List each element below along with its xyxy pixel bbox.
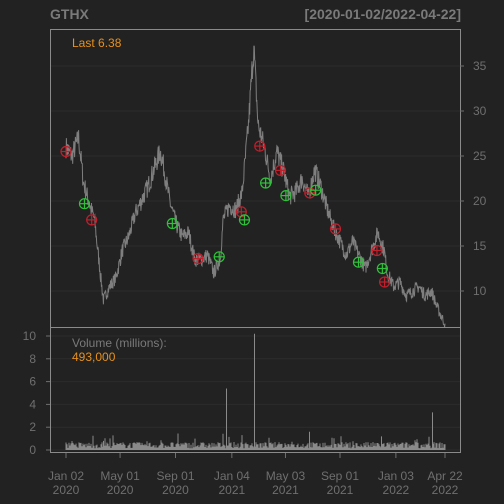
sell-marker (304, 187, 316, 199)
buy-marker (260, 177, 272, 189)
sell-marker (60, 145, 72, 158)
x-tick-label-month: Sep 01 (156, 469, 194, 483)
last-price-label: Last 6.38 (72, 36, 122, 50)
chart-title: GTHX (50, 6, 90, 22)
buy-marker (213, 251, 225, 263)
volume-tick-label: 8 (29, 352, 36, 366)
price-tick-label: 25 (473, 149, 487, 163)
x-tick-label-year: 2020 (162, 483, 189, 497)
volume-panel: 0 2 4 6 8 10 Volume (millions): 493,000 (23, 327, 461, 457)
sell-marker (379, 276, 391, 288)
buy-marker (376, 262, 388, 275)
volume-tick-label: 6 (29, 375, 36, 389)
price-grid (51, 65, 460, 292)
price-tick-label: 20 (473, 194, 487, 208)
volume-tick-label: 0 (29, 443, 36, 457)
x-tick-label-month: Apr 22 (427, 469, 463, 483)
x-tick-label-year: 2021 (272, 483, 299, 497)
sell-marker (329, 223, 342, 235)
price-axis: 10 15 20 25 30 35 (460, 59, 487, 298)
sell-marker (274, 164, 287, 176)
x-tick-label-month: Jan 03 (378, 469, 414, 483)
buy-marker (280, 190, 292, 202)
volume-label: Volume (millions): (72, 336, 167, 350)
volume-bars (65, 433, 446, 450)
x-tick-label-year: 2021 (218, 483, 245, 497)
volume-axis: 0 2 4 6 8 10 (23, 329, 50, 457)
volume-value: 493,000 (72, 350, 116, 364)
price-tick-label: 15 (473, 239, 487, 253)
price-series (65, 45, 446, 328)
price-tick-label: 30 (473, 104, 487, 118)
date-range-label: [2020-01-02/2022-04-22] (305, 6, 461, 22)
x-tick-label-month: May 01 (100, 469, 140, 483)
x-tick-label-year: 2022 (432, 483, 459, 497)
x-tick-label-year: 2020 (53, 483, 80, 497)
volume-tick-label: 10 (23, 329, 37, 343)
buy-marker (78, 198, 91, 210)
volume-tick-label: 2 (29, 420, 36, 434)
price-line (65, 45, 446, 328)
sell-marker (192, 253, 204, 265)
sell-marker (371, 244, 383, 257)
x-tick-label-year: 2022 (383, 483, 410, 497)
trade-markers (60, 140, 391, 288)
price-panel: 10 15 20 25 30 35 Last 6.38 (50, 29, 487, 328)
x-tick-label-month: Jan 02 (48, 469, 84, 483)
x-tick-label-month: Jan 04 (214, 469, 250, 483)
price-tick-label: 10 (473, 284, 487, 298)
sell-marker (86, 214, 98, 226)
buy-marker (238, 214, 251, 226)
price-tick-label: 35 (473, 59, 487, 73)
volume-series (65, 333, 446, 450)
volume-panel-frame (50, 327, 461, 453)
buy-marker (166, 217, 178, 230)
buy-marker (352, 256, 365, 268)
volume-tick-label: 4 (29, 397, 36, 411)
buy-marker (310, 184, 322, 196)
x-tick-label-year: 2021 (327, 483, 354, 497)
x-tick-label-year: 2020 (107, 483, 134, 497)
x-tick-label-month: May 03 (266, 469, 306, 483)
sell-marker (254, 140, 266, 152)
x-tick-label-month: Sep 01 (321, 469, 359, 483)
